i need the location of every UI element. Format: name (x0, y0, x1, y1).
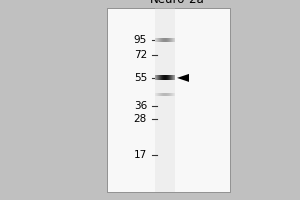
Text: 28: 28 (134, 114, 147, 124)
Text: 95: 95 (134, 35, 147, 45)
Bar (107, 8, 230, 192)
Text: 72: 72 (134, 50, 147, 60)
Text: 36: 36 (134, 101, 147, 111)
Bar (155, 8, 175, 192)
Text: 55: 55 (134, 73, 147, 83)
Polygon shape (177, 74, 189, 82)
Bar (107, 8, 230, 192)
Text: Neuro-2a: Neuro-2a (150, 0, 204, 6)
Text: 17: 17 (134, 150, 147, 160)
